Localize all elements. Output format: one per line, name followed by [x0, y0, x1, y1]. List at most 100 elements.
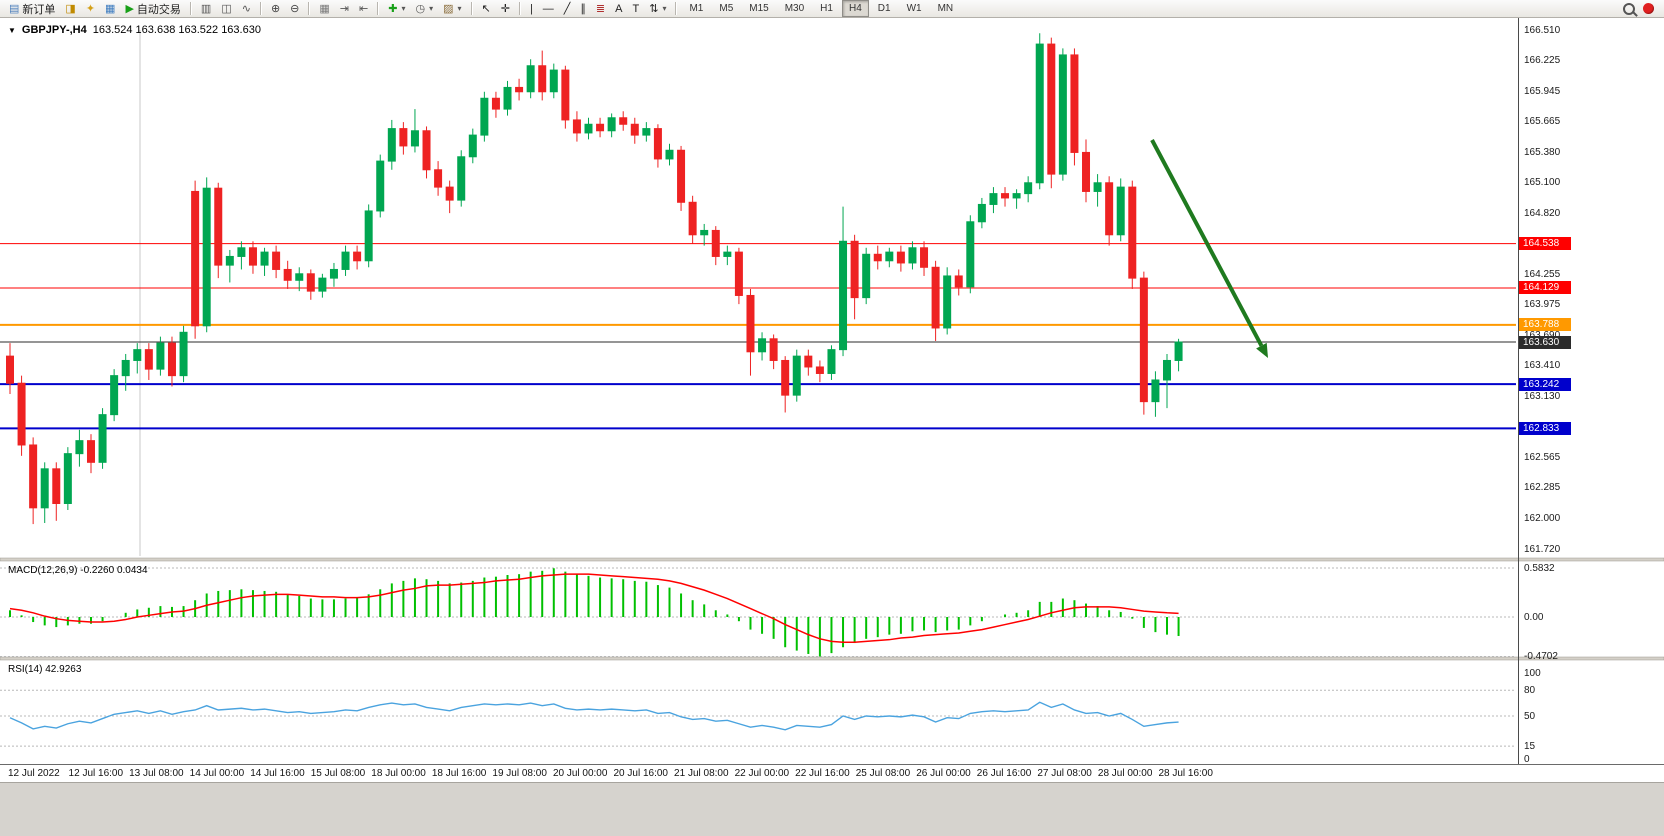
text-icon: A: [615, 2, 623, 15]
macd-histogram: [9, 568, 1180, 657]
search-icon[interactable]: [1623, 2, 1635, 15]
collapse-triangle-icon[interactable]: ▼: [8, 25, 16, 35]
candlestick-icon: ◫: [221, 2, 232, 15]
chart-canvas[interactable]: [0, 18, 1664, 764]
pane-splitter[interactable]: [0, 656, 1664, 661]
clock-icon: ◷: [415, 2, 426, 15]
zoom-in-button[interactable]: ⊕: [266, 0, 285, 18]
candles-series: [6, 33, 1183, 525]
rsi-scale-label: 50: [1524, 710, 1536, 722]
arrows-tool-button[interactable]: ⇅ ▾: [644, 0, 671, 18]
dropdown-caret-icon[interactable]: ▾: [662, 4, 667, 13]
toolbar-right-group: [1623, 0, 1660, 17]
axis-tick-label: 164.820: [1524, 207, 1561, 219]
price-line-badge: 162.833: [1519, 421, 1571, 435]
axis-tick-label: 165.665: [1524, 116, 1561, 128]
indicators-add-icon: ✚: [388, 2, 398, 15]
price-line-badge: 163.242: [1519, 377, 1571, 391]
zoom-out-button[interactable]: ⊖: [285, 0, 304, 18]
chart-window-icon: ◨: [65, 2, 76, 15]
toolbar-separator: [189, 2, 192, 15]
macd-scale-label: 0.00: [1524, 611, 1544, 623]
channel-tool-button[interactable]: ∥: [575, 0, 591, 18]
time-axis-label: 27 Jul 08:00: [1037, 768, 1092, 779]
dropdown-caret-icon[interactable]: ▾: [429, 4, 434, 13]
chart-shift-button[interactable]: ⇤: [354, 0, 373, 18]
time-axis-label: 13 Jul 08:00: [129, 768, 184, 779]
charts-window-button[interactable]: ◨: [60, 0, 80, 18]
candlestick-mode-button[interactable]: ◫: [216, 0, 236, 18]
terminal-button[interactable]: ▦: [100, 0, 120, 18]
axis-tick-label: 164.255: [1524, 268, 1561, 280]
vline-tool-button[interactable]: |: [525, 0, 538, 18]
chart-title: ▼ GBPJPY-,H4 163.524 163.638 163.522 163…: [8, 24, 261, 36]
timeframe-m15-button[interactable]: M15: [749, 3, 769, 14]
timeframe-w1-button[interactable]: W1: [906, 3, 922, 14]
bar-chart-mode-button[interactable]: ▥: [196, 0, 216, 18]
cursor-icon: ↖: [481, 2, 491, 15]
time-axis[interactable]: 12 Jul 2022 12 Jul 16:00 13 Jul 08:00 14 Ju…: [0, 764, 1664, 783]
periods-button[interactable]: ◷ ▾: [410, 0, 438, 18]
dropdown-caret-icon[interactable]: ▾: [401, 4, 406, 13]
time-axis-label: 26 Jul 00:00: [916, 768, 971, 779]
timeframe-h1-button[interactable]: H1: [820, 3, 833, 14]
profiles-button[interactable]: ✦: [81, 0, 100, 18]
fibonacci-tool-button[interactable]: ≣: [591, 0, 610, 18]
crosshair-tool-button[interactable]: ✛: [496, 0, 515, 18]
hline-tool-button[interactable]: ―: [538, 0, 559, 18]
rsi-pane: [0, 689, 1516, 747]
macd-signal-line: [9, 573, 1179, 643]
order-form-icon: ▤: [9, 2, 20, 15]
horizontal-price-lines: [0, 243, 1516, 430]
cursor-tool-button[interactable]: ↖: [477, 0, 496, 18]
timeframe-m5-button[interactable]: M5: [719, 3, 734, 14]
dropdown-caret-icon[interactable]: ▾: [457, 4, 462, 13]
indicators-button[interactable]: ✚ ▾: [383, 0, 410, 18]
trendline-tool-button[interactable]: ╱: [559, 0, 576, 18]
time-axis-label: 25 Jul 08:00: [855, 768, 911, 779]
terminal-icon: ▦: [105, 2, 116, 15]
toolbar-separator: [518, 2, 521, 15]
symbol-period-label: GBPJPY-,H4: [21, 24, 87, 36]
axis-border-line: [1518, 18, 1519, 782]
time-axis-label: 28 Jul 00:00: [1097, 768, 1153, 779]
templates-button[interactable]: ▨ ▾: [438, 0, 466, 18]
bar-chart-icon: ▥: [200, 2, 212, 15]
auto-scroll-icon: ⇥: [339, 2, 349, 15]
autotrading-button[interactable]: ▶ 自动交易: [120, 0, 185, 18]
new-order-button[interactable]: ▤ 新订单: [4, 0, 60, 18]
line-chart-mode-button[interactable]: ∿: [237, 0, 256, 18]
price-line-badge: 164.538: [1519, 237, 1571, 251]
macd-indicator-label: MACD(12,26,9) -0.2260 0.0434: [8, 565, 148, 576]
line-chart-icon: ∿: [241, 2, 251, 15]
text-tool-button[interactable]: A: [610, 0, 627, 18]
axis-tick-label: 163.975: [1524, 299, 1561, 311]
new-order-button-label: 新订单: [22, 3, 56, 16]
timeframe-m30-button[interactable]: M30: [784, 3, 805, 14]
rsi-scale-label: 15: [1524, 740, 1536, 752]
timeframe-m1-button[interactable]: M1: [689, 3, 704, 14]
price-line-badge: 163.630: [1519, 335, 1571, 349]
time-axis-label: 26 Jul 16:00: [976, 768, 1032, 779]
axis-tick-label: 165.100: [1524, 177, 1561, 189]
time-axis-label: 14 Jul 16:00: [250, 768, 305, 779]
axis-tick-label: 166.510: [1524, 24, 1561, 36]
toolbar-separator: [377, 2, 380, 15]
time-axis-label: 15 Jul 08:00: [310, 768, 366, 779]
arrow-objects-icon: ⇅: [649, 2, 659, 15]
timeframe-mn-button[interactable]: MN: [937, 3, 954, 14]
time-axis-label: 22 Jul 00:00: [734, 768, 790, 779]
vertical-line-icon: |: [529, 2, 533, 15]
chart-window: ▼ GBPJPY-,H4 163.524 163.638 163.522 163…: [0, 18, 1664, 783]
time-axis-label: 14 Jul 00:00: [189, 768, 245, 779]
time-axis-label: 19 Jul 08:00: [492, 768, 547, 779]
tile-windows-button[interactable]: ▦: [314, 0, 334, 18]
label-tool-button[interactable]: T: [627, 0, 644, 18]
auto-scroll-button[interactable]: ⇥: [335, 0, 354, 18]
timeframe-d1-button[interactable]: D1: [877, 3, 891, 14]
fibonacci-icon: ≣: [595, 2, 606, 15]
timeframe-h4-button[interactable]: H4: [841, 0, 869, 17]
notification-badge[interactable]: [1643, 3, 1654, 14]
pane-splitter[interactable]: [0, 557, 1664, 562]
chart-shift-icon: ⇤: [359, 2, 369, 15]
